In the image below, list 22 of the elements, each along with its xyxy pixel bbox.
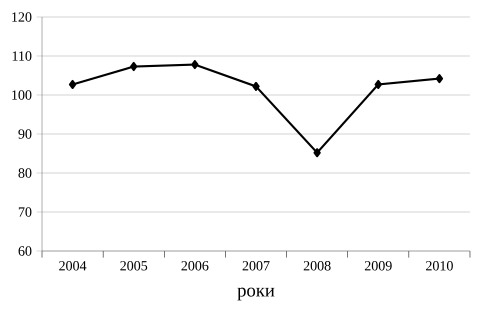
x-tick-label: 2008	[304, 261, 331, 270]
point	[374, 80, 382, 89]
x-tick-label: 2007	[242, 261, 270, 270]
y-tick-label: 80	[18, 168, 32, 178]
y-tick-label: 60	[18, 246, 32, 256]
x-tick-label: 2006	[181, 261, 208, 270]
x-tick-label: 2004	[59, 261, 86, 270]
y-tick-label: 70	[18, 207, 32, 217]
x-tick-label: 2009	[364, 261, 392, 270]
x-tick-label: 2010	[426, 261, 453, 270]
x-tick-label: 2005	[120, 261, 148, 270]
y-tick-label: 120	[12, 12, 32, 22]
y-tick-label: 100	[12, 90, 32, 100]
y-tick-label: 90	[18, 129, 32, 139]
point	[436, 74, 444, 84]
x-axis-title: роки	[237, 288, 274, 300]
point	[68, 80, 76, 89]
point	[130, 62, 138, 72]
y-tick-label: 110	[12, 51, 32, 61]
point	[313, 148, 321, 158]
point	[191, 60, 199, 70]
point	[252, 82, 260, 91]
